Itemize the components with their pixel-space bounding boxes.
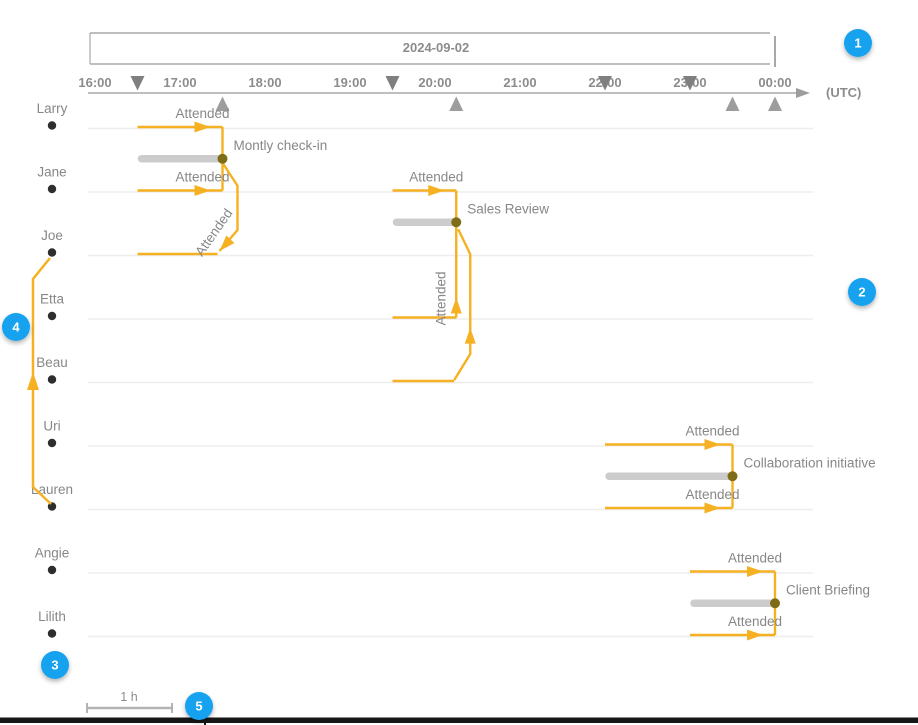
person-name-label: Lilith	[38, 609, 66, 624]
attended-label: Attended	[175, 106, 229, 121]
annotation-badge-number: 1	[854, 36, 861, 51]
attended-label: Attended	[192, 206, 235, 259]
annotation-badge-number: 4	[12, 320, 20, 335]
person-name-label: Beau	[36, 355, 68, 370]
event-dot	[727, 471, 738, 482]
attended-label: Attended	[685, 424, 739, 439]
event-title: Sales Review	[467, 201, 549, 216]
time-tick-label: 17:00	[163, 75, 196, 90]
annotation-badge-2	[848, 278, 876, 306]
axis-arrow-icon	[796, 88, 810, 98]
attended-arrow-icon	[704, 502, 721, 514]
event-start-marker-icon	[130, 76, 145, 91]
time-tick-label: 18:00	[248, 75, 281, 90]
time-tick-label: 19:00	[333, 75, 366, 90]
annotation-badge-1	[844, 29, 872, 57]
attended-label: Attended	[728, 614, 782, 629]
event-title: Montly check-in	[234, 138, 328, 153]
attended-arrow-icon	[428, 185, 445, 196]
event-end-marker-icon	[768, 96, 782, 111]
attended-label: Attended	[685, 487, 739, 502]
person-name-label: Lauren	[31, 482, 73, 497]
event-start-marker-icon	[683, 76, 697, 91]
annotation-badge-number: 5	[195, 699, 202, 714]
attended-arrow-icon	[194, 185, 211, 196]
annotation-badge-number: 2	[858, 285, 865, 300]
event-start-marker-icon	[385, 76, 400, 91]
person-dot	[47, 565, 57, 575]
person-name-label: Larry	[37, 101, 68, 116]
annotation-badge-4	[2, 313, 30, 341]
event-dot	[217, 153, 228, 164]
utc-label: (UTC)	[826, 85, 861, 100]
person-dot	[47, 248, 57, 257]
time-tick-label: 20:00	[418, 75, 451, 90]
person-name-label: Joe	[41, 228, 63, 243]
event-end-marker-icon	[449, 96, 464, 111]
event-title: Collaboration initiative	[744, 455, 876, 470]
event-title: Client Briefing	[786, 582, 870, 597]
person-dot	[47, 121, 57, 130]
person-dot	[47, 375, 57, 384]
person-name-label: Uri	[43, 419, 60, 434]
attended-arrow-icon	[747, 629, 763, 641]
bottom-border-bar	[0, 717, 918, 723]
time-tick-label: 00:00	[758, 75, 791, 90]
event-end-marker-icon	[215, 96, 230, 111]
person-dot	[47, 438, 57, 448]
time-tick-label: 16:00	[78, 75, 111, 90]
scale-label: 1 h	[120, 690, 137, 704]
attended-arrow-icon	[704, 439, 721, 450]
person-link-arrow-icon	[27, 372, 39, 390]
person-dot	[47, 629, 57, 638]
person-name-label: Angie	[35, 546, 70, 561]
person-dot	[47, 311, 57, 321]
attended-arrow-icon	[194, 121, 211, 133]
attended-arrow-icon	[450, 297, 462, 314]
event-dot	[451, 217, 462, 228]
person-name-label: Jane	[37, 165, 66, 180]
time-tick-label: 21:00	[503, 75, 536, 90]
person-dot	[47, 184, 57, 194]
attended-arrow-icon	[747, 566, 763, 577]
attended-label: Attended	[433, 271, 448, 325]
attendee-edge	[453, 228, 472, 381]
person-name-label: Etta	[40, 292, 65, 307]
event-start-marker-icon	[598, 76, 612, 91]
date-label: 2024-09-02	[403, 40, 470, 55]
attended-label: Attended	[175, 170, 229, 185]
annotation-badge-5	[185, 692, 213, 720]
attended-label: Attended	[409, 170, 463, 185]
event-dot	[770, 598, 780, 609]
attended-arrow-icon	[464, 327, 476, 344]
annotation-badge-number: 3	[51, 658, 58, 673]
attended-arrow-icon	[219, 235, 235, 251]
event-end-marker-icon	[725, 96, 740, 111]
attended-label: Attended	[728, 551, 782, 566]
annotation-badge-3	[41, 651, 69, 679]
